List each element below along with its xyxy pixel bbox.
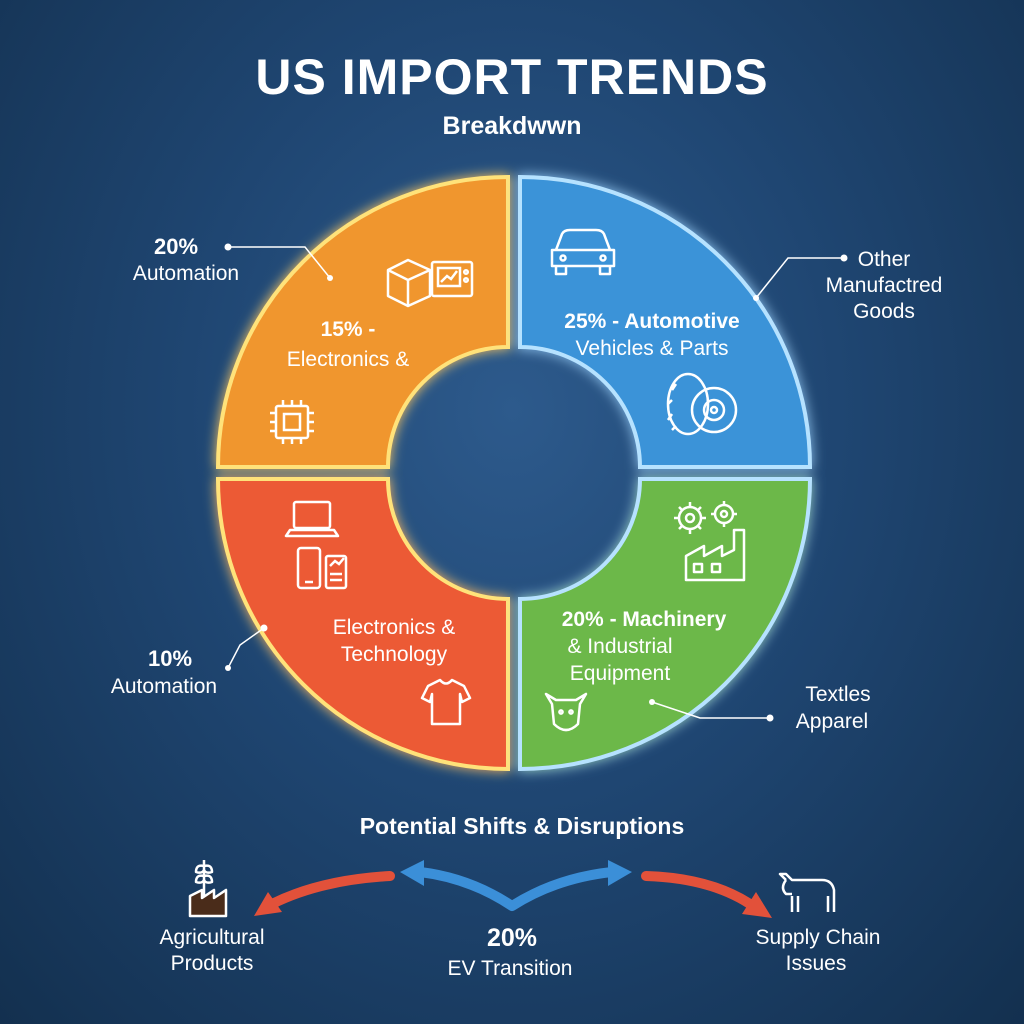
slice-label: Equipment: [570, 662, 671, 685]
slice-label: Technology: [341, 643, 448, 666]
callout-pct: 20%: [154, 234, 198, 259]
page-subtitle: Breakdwwn: [442, 112, 582, 140]
slice-label: Vehicles & Parts: [576, 337, 729, 360]
callout-red: 10% Automation: [111, 624, 268, 698]
slice-orange: [215, 174, 510, 469]
slice-label: & Industrial: [567, 635, 672, 658]
shift-right-label: Issues: [786, 952, 847, 975]
slice-label: 25% - Automotive: [564, 310, 739, 333]
callout-label: Automation: [111, 675, 217, 698]
shift-arrow-right: [641, 871, 772, 918]
callout-blue: Other Manufactred Goods: [753, 248, 942, 323]
callout-orange: 20% Automation: [133, 234, 333, 285]
slice-green: [518, 477, 813, 772]
phone-icon: [296, 546, 348, 590]
wheat-factory-icon: [188, 860, 228, 918]
cow-icon: [544, 692, 588, 732]
shift-arrow-left: [254, 871, 395, 916]
callout-green: Textles Apparel: [649, 683, 871, 733]
shift-center-pct: 20%: [487, 924, 537, 952]
callout-pct: 10%: [148, 646, 192, 671]
slice-red: [215, 477, 510, 772]
shift-center-label: EV Transition: [448, 957, 573, 980]
callout-label: Manufactred: [826, 274, 943, 297]
factory-icon: [684, 528, 746, 582]
slice-label: Electronics &: [333, 616, 456, 639]
cow-icon: [778, 872, 836, 912]
monitor-icon: [430, 260, 474, 298]
page-title: US IMPORT TRENDS: [255, 49, 769, 105]
gears-icon: [674, 501, 737, 534]
car-icon: [550, 228, 616, 276]
shift-right-label: Supply Chain: [756, 926, 881, 949]
tire-icon: [666, 372, 738, 436]
callout-label: Apparel: [796, 710, 868, 733]
laptop-icon: [284, 500, 340, 538]
slice-labels: 15% - Electronics & Electronics & Technolog…: [287, 310, 740, 685]
callout-label: Goods: [853, 300, 915, 323]
callout-label: Textles: [805, 683, 870, 706]
shift-left-label: Products: [171, 952, 254, 975]
chip-icon: [270, 400, 314, 444]
box-icon: [386, 258, 432, 308]
shifts-title: Potential Shifts & Disruptions: [360, 813, 685, 839]
slice-label: 20% - Machinery: [562, 608, 727, 631]
callout-label: Automation: [133, 262, 239, 285]
slice-label: Electronics &: [287, 348, 410, 371]
tshirt-icon: [420, 678, 472, 726]
callout-label: Other: [858, 248, 911, 271]
slice-label: 15% -: [321, 318, 376, 341]
shift-left-label: Agricultural: [159, 926, 264, 949]
shift-arrow-center: [400, 860, 632, 911]
donut-slices: [215, 174, 813, 772]
